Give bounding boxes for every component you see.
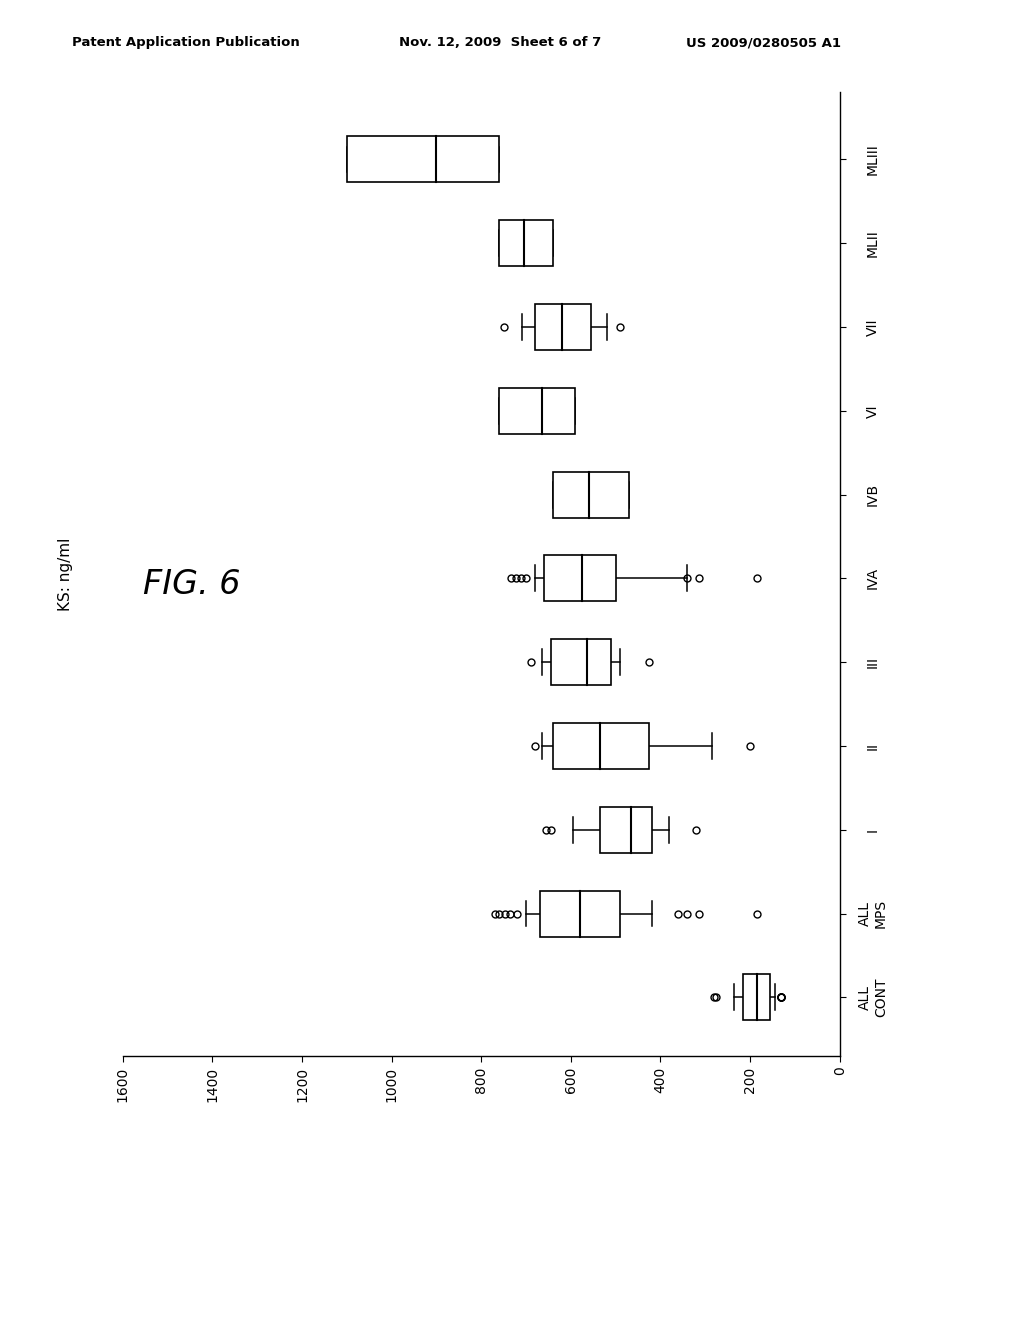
Bar <box>535 304 591 350</box>
Bar <box>499 388 575 434</box>
Bar <box>347 136 500 182</box>
Text: FIG. 6: FIG. 6 <box>143 568 241 601</box>
Bar <box>743 974 770 1020</box>
Bar <box>500 220 553 267</box>
Bar <box>600 807 651 853</box>
Text: US 2009/0280505 A1: US 2009/0280505 A1 <box>686 36 841 49</box>
Text: Nov. 12, 2009  Sheet 6 of 7: Nov. 12, 2009 Sheet 6 of 7 <box>399 36 602 49</box>
Text: Patent Application Publication: Patent Application Publication <box>72 36 299 49</box>
Bar <box>553 723 649 770</box>
Bar <box>540 891 621 937</box>
Bar <box>553 471 629 517</box>
Bar <box>544 556 615 602</box>
Text: KS: ng/ml: KS: ng/ml <box>58 537 73 611</box>
Bar <box>551 639 611 685</box>
